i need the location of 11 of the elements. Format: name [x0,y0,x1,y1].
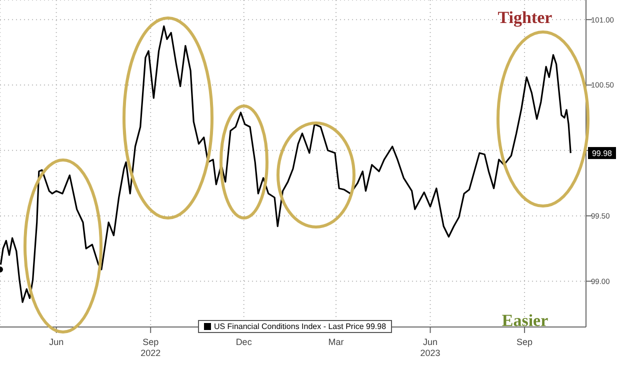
x-tick-label: Sep [516,337,533,347]
x-tick-label: Jun [49,337,64,347]
x-tick-label: Jun 2023 [420,337,440,358]
x-tick-label: Dec [236,337,252,347]
x-tick-label: Sep 2022 [140,337,161,358]
line-series [0,25,572,303]
legend-label: US Financial Conditions Index - Last Price 99.98 [214,322,386,331]
annotation: Tighter [498,8,553,27]
annotation: 99.98 [592,149,613,158]
annotation: Easier [502,311,549,330]
x-tick-label: Mar [328,337,344,347]
